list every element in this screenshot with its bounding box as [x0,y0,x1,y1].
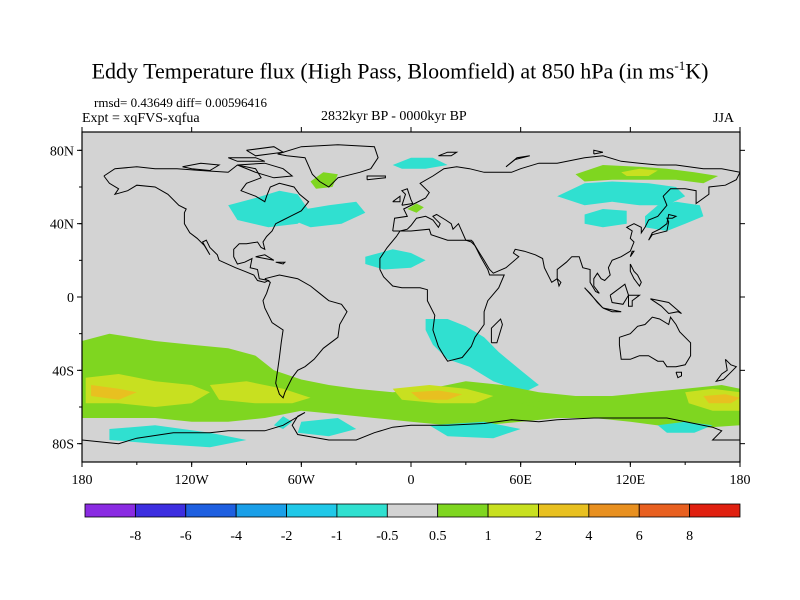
coastline-30 [82,412,740,445]
coastline-layer [82,144,740,445]
coastline-13 [584,287,604,309]
longitude-axis: 180 120W 60W 0 60E 120E 180 [72,127,751,488]
coastline-7 [675,371,682,379]
lon-tick-label-0: 180 [72,473,93,488]
colorbar-box-4 [286,503,338,518]
colorbar-box-5 [336,503,388,518]
anomaly-region-9 [584,209,627,228]
colorbar-box-3 [235,503,287,518]
lon-tick-label-4: 60E [509,473,532,488]
experiment-label: Expt = xqFVS-xqfua [82,111,200,126]
colorbar-box-6 [386,503,439,518]
period-label: 2832kyr BP - 0000kyr BP [321,109,467,124]
coastline-24 [182,162,221,172]
coastline-12 [648,213,678,241]
lon-tick-label-2: 60W [288,473,316,488]
latitude-axis: 80N 40N 0 40S 80S [50,144,745,453]
lon-tick-label-3: 0 [408,473,415,488]
stats-text: rmsd= 0.43649 diff= 0.00596416 [94,95,267,110]
plot-title: Eddy Temperature flux (High Pass, Bloomf… [0,58,800,84]
coastline-2 [262,274,348,399]
lat-tick-label-2: 0 [67,291,74,306]
colorbar-label-1: -6 [180,529,192,544]
colorbar-label-7: 1 [485,529,492,544]
coastline-5 [490,318,503,344]
lon-tick-label-1: 120W [175,473,210,488]
coastline-8 [714,358,738,383]
coastline-14 [602,307,622,313]
colorbar [84,503,741,518]
lat-tick-label-0: 80N [50,144,74,159]
coastline-28 [505,155,530,168]
colorbar-box-10 [588,503,640,518]
colorbar-label-6: 0.5 [429,529,447,544]
anomaly-region-19 [703,394,740,404]
coastline-16 [628,294,641,307]
colorbar-box-11 [638,503,691,518]
lat-tick-label-4: 80S [52,438,74,453]
anomaly-region-4 [407,203,424,213]
anomaly-region-17 [411,390,463,400]
anomaly-region-21 [109,425,247,448]
anomaly-region-0 [228,190,311,228]
colorbar-box-7 [437,503,489,518]
anomaly-region-3 [392,157,448,169]
colorbar-label-9: 4 [585,529,592,544]
coastline-4 [379,228,505,362]
anomaly-region-1 [292,201,366,228]
coastline-29 [593,149,604,155]
title-superscript: -1 [674,58,686,73]
coastline-0 [103,164,310,283]
colorbar-label-11: 8 [686,529,693,544]
colorbar-box-1 [134,503,187,518]
colorbar-label-0: -8 [130,529,142,544]
season-label: JJA [713,111,735,126]
lon-tick-label-6: 180 [730,473,751,488]
coastline-9 [400,188,414,206]
anomaly-region-25 [273,416,293,429]
title-end: K) [685,58,709,84]
colorbar-label-2: -4 [230,529,242,544]
coastline-20 [556,278,562,288]
title-main: Eddy Temperature flux (High Pass, Bloomf… [91,58,675,84]
coastline-19 [629,250,635,257]
colorbar-label-8: 2 [535,529,542,544]
anomaly-region-11 [425,319,539,393]
anomaly-region-20 [520,399,594,411]
colorbar-label-3: -2 [281,529,293,544]
lon-tick-label-5: 120E [616,473,646,488]
colorbar-box-9 [538,503,590,518]
lat-tick-label-3: 40S [52,364,74,379]
lat-tick-label-1: 40N [50,218,74,233]
coastline-26 [246,146,285,157]
coastline-3 [392,155,740,294]
coastline-15 [609,283,630,305]
coastline-27 [438,151,459,157]
colorbar-label-5: -0.5 [376,529,398,544]
coastline-25 [228,157,265,162]
coastline-6 [618,316,692,368]
coastline-11 [366,175,386,181]
anomaly-region-8 [621,168,658,176]
anomaly-region-14 [91,385,137,400]
coastline-1 [277,144,379,188]
anomaly-region-6 [557,181,686,206]
colorbar-box-0 [84,503,136,518]
colorbar-label-4: -1 [331,529,343,544]
colorbar-labels: -8 -6 -4 -2 -1 -0.5 0.5 1 2 4 6 8 [130,529,694,544]
coastline-22 [275,261,287,265]
colorbar-box-8 [487,503,539,518]
colorbar-box-2 [185,503,237,518]
colorbar-box-12 [689,503,741,518]
anomaly-region-15 [209,381,311,404]
coastline-21 [255,254,275,261]
coastline-18 [629,263,642,287]
anomaly-region-22 [297,418,357,437]
coastline-17 [650,298,682,315]
coastline-10 [392,195,401,203]
colorbar-label-10: 6 [636,529,643,544]
anomaly-region-23 [429,421,521,439]
coastline-23 [237,162,294,179]
